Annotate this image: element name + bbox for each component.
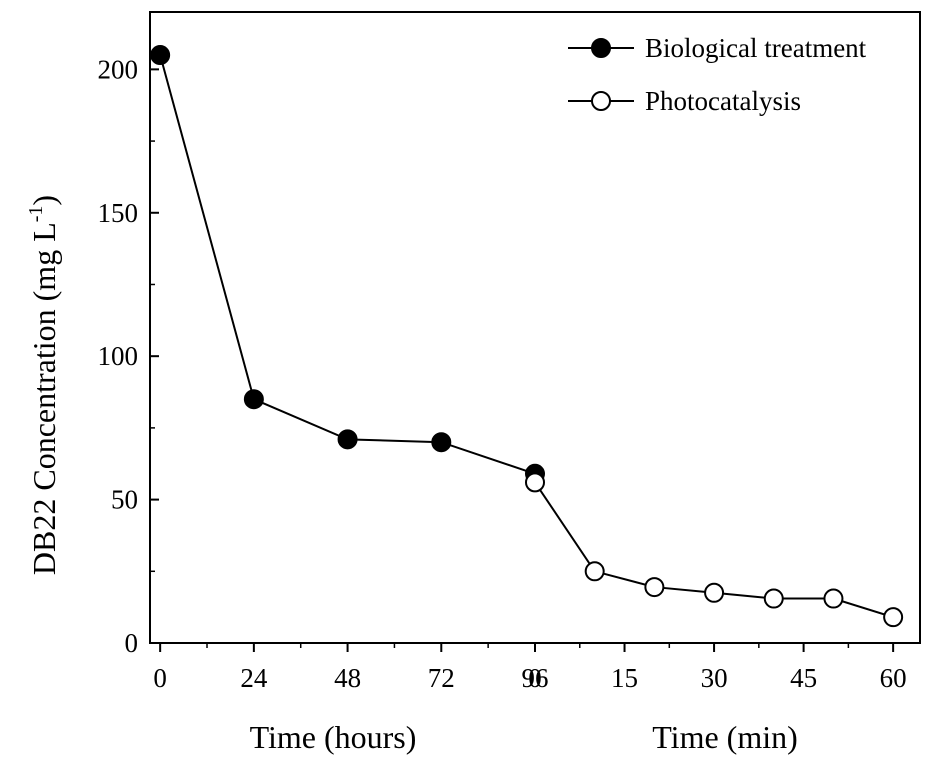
data-point-biological xyxy=(150,45,171,66)
x-axis-title-min: Time (min) xyxy=(652,719,798,755)
y-tick-label: 50 xyxy=(111,485,138,515)
x-tick-label: 0 xyxy=(153,663,167,693)
x-tick-label: 48 xyxy=(334,663,361,693)
y-axis-title-main: DB22 Concentration (mg L xyxy=(26,222,62,575)
y-tick-label: 0 xyxy=(125,628,139,658)
legend-label-photocatalysis: Photocatalysis xyxy=(645,86,801,116)
x-tick-label: 24 xyxy=(240,663,268,693)
data-point-biological xyxy=(337,429,358,450)
data-point-photocatalysis xyxy=(525,472,545,493)
legend: Biological treatment Photocatalysis xyxy=(568,33,867,116)
x-tick-label: 30 xyxy=(701,663,728,693)
x-tick-label: 45 xyxy=(790,663,817,693)
x-tick-label: 72 xyxy=(428,663,455,693)
data-point-biological xyxy=(431,432,452,453)
y-tick-label: 100 xyxy=(98,341,139,371)
data-point-photocatalysis xyxy=(644,577,665,598)
y-tick-label: 150 xyxy=(98,198,139,228)
y-axis-title-superscript: -1 xyxy=(25,206,47,223)
legend-item-biological: Biological treatment xyxy=(568,33,867,63)
data-point-photocatalysis xyxy=(763,588,784,609)
legend-item-photocatalysis: Photocatalysis xyxy=(568,86,801,116)
x-tick-label: 15 xyxy=(611,663,638,693)
x-tick-label: 60 xyxy=(880,663,907,693)
y-axis-title: DB22 Concentration (mg L-1) xyxy=(25,195,62,575)
data-point-photocatalysis xyxy=(883,607,904,628)
data-point-photocatalysis xyxy=(584,561,605,582)
plot-frame xyxy=(149,11,921,644)
x-tick-label: 0 xyxy=(528,663,542,693)
legend-label-biological: Biological treatment xyxy=(645,33,867,63)
series-lines xyxy=(159,54,894,619)
y-tick-label: 200 xyxy=(98,54,139,84)
series-markers xyxy=(150,45,904,628)
data-point-photocatalysis xyxy=(823,588,844,609)
series-line-biological xyxy=(159,54,536,475)
y-axis-title-close: ) xyxy=(26,195,62,206)
legend-marker-photocatalysis xyxy=(591,91,611,111)
legend-marker-biological xyxy=(591,38,611,58)
x-tick-label: 96 xyxy=(522,663,549,693)
x-axis-title-hours: Time (hours) xyxy=(250,719,417,755)
data-point-biological xyxy=(243,389,264,410)
data-point-photocatalysis xyxy=(704,582,725,603)
